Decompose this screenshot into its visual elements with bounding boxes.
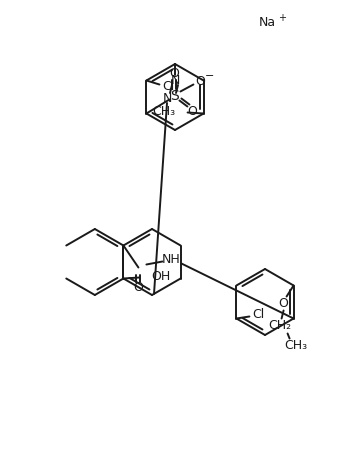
Text: S: S (170, 88, 179, 102)
Text: OH: OH (151, 270, 171, 283)
Text: O: O (169, 67, 179, 80)
Text: CH₂: CH₂ (268, 319, 291, 332)
Text: O: O (196, 75, 205, 88)
Text: −: − (205, 72, 214, 82)
Text: O: O (187, 105, 197, 118)
Text: NH: NH (162, 253, 181, 266)
Text: Na: Na (258, 15, 275, 29)
Text: N: N (170, 73, 180, 87)
Text: CH₃: CH₃ (152, 105, 175, 118)
Text: +: + (278, 13, 286, 23)
Text: CH₃: CH₃ (284, 339, 307, 352)
Text: O: O (134, 281, 143, 294)
Text: O: O (279, 297, 288, 310)
Text: Cl: Cl (252, 308, 265, 321)
Text: N: N (162, 92, 172, 105)
Text: Cl: Cl (162, 80, 175, 93)
